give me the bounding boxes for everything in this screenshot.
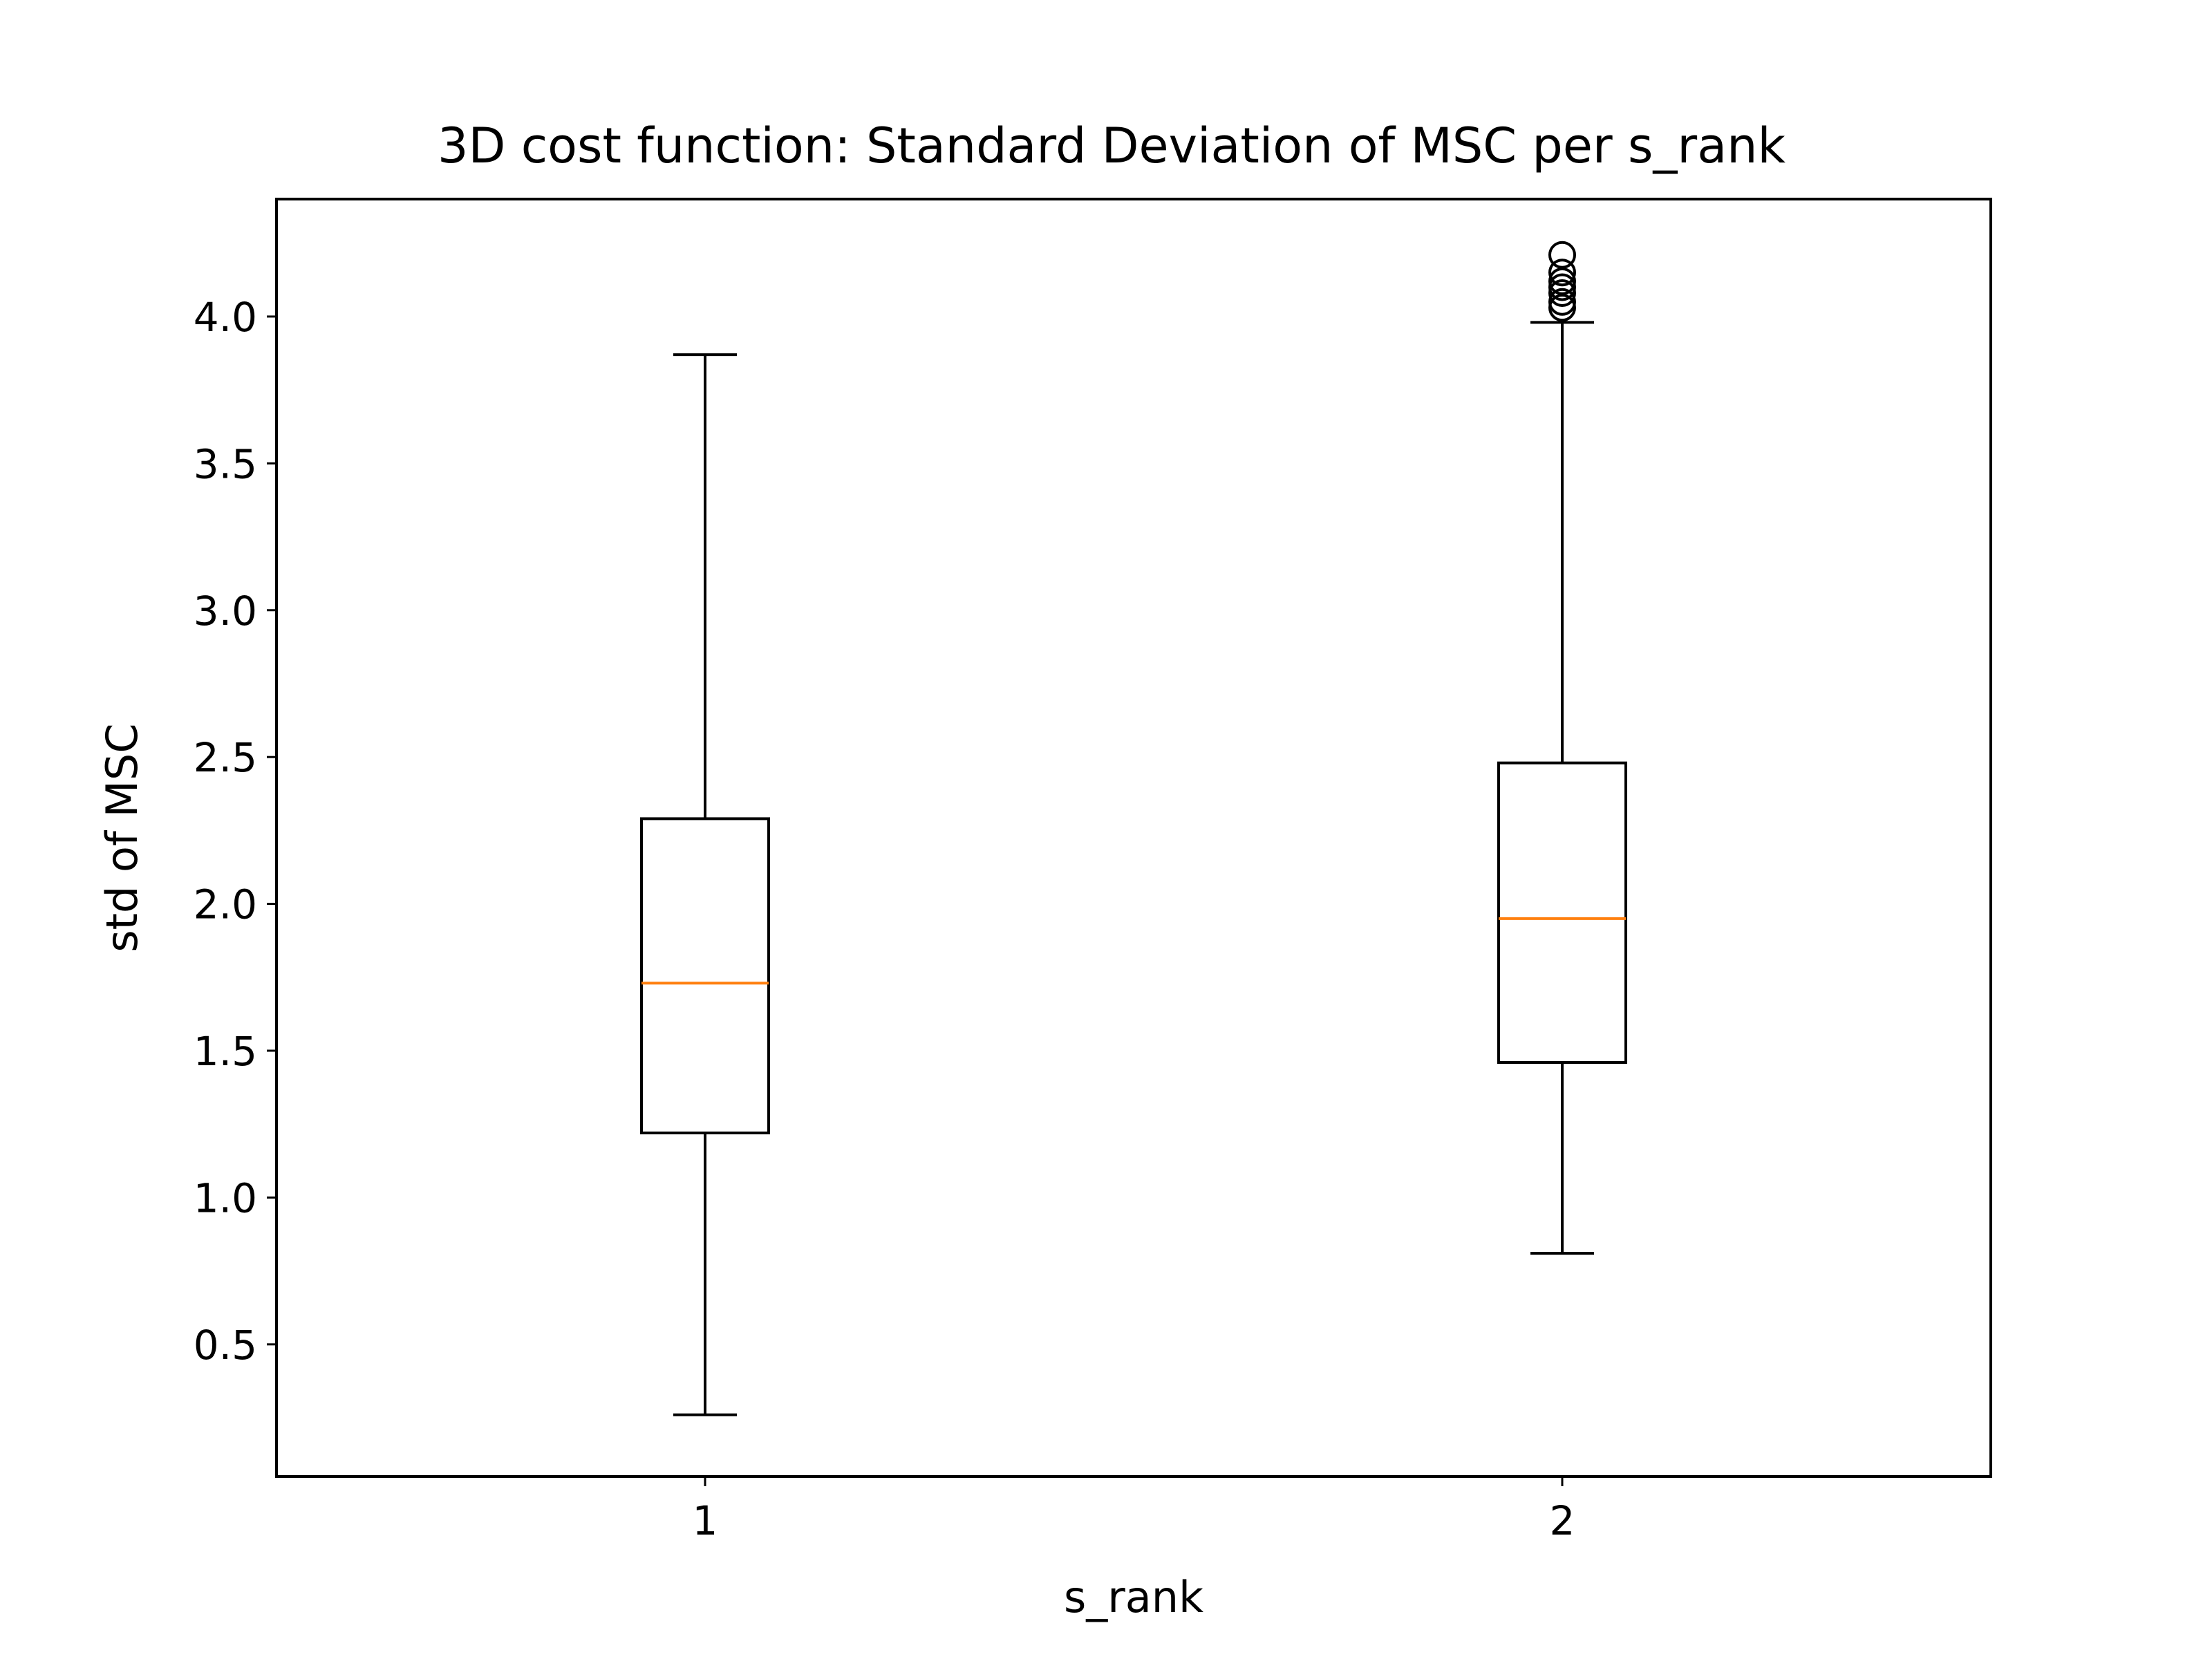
- y-tick-label: 3.0: [194, 588, 257, 635]
- y-tick-label: 4.0: [194, 294, 257, 341]
- iqr-box: [640, 817, 770, 1134]
- x-axis-label: s_rank: [1064, 1572, 1203, 1622]
- x-tick-label: 1: [693, 1497, 718, 1544]
- iqr-box: [1497, 761, 1627, 1064]
- outlier-point: [1548, 259, 1576, 287]
- outlier-point: [1548, 241, 1576, 269]
- box-group-1: [640, 353, 770, 1416]
- y-tick-label: 2.0: [194, 881, 257, 928]
- outlier-point: [1548, 267, 1576, 295]
- y-tick-label: 0.5: [194, 1322, 257, 1369]
- outlier-point: [1548, 288, 1576, 316]
- chart-title: 3D cost function: Standard Deviation of …: [438, 118, 1785, 174]
- plot-area: [640, 241, 1627, 1416]
- y-tick-label: 2.5: [194, 734, 257, 781]
- box-group-2: [1497, 241, 1627, 1255]
- y-axis-label: std of MSC: [97, 723, 147, 952]
- y-tick-label: 3.5: [194, 440, 257, 487]
- x-tick-label: 2: [1550, 1497, 1575, 1544]
- plot-frame: [275, 198, 1992, 1478]
- y-tick-label: 1.0: [194, 1174, 257, 1221]
- y-tick-label: 1.5: [194, 1028, 257, 1075]
- y-axis: 0.5 1.0 1.5 2.0 2.5 3.0 3.5 4.0: [194, 294, 276, 1369]
